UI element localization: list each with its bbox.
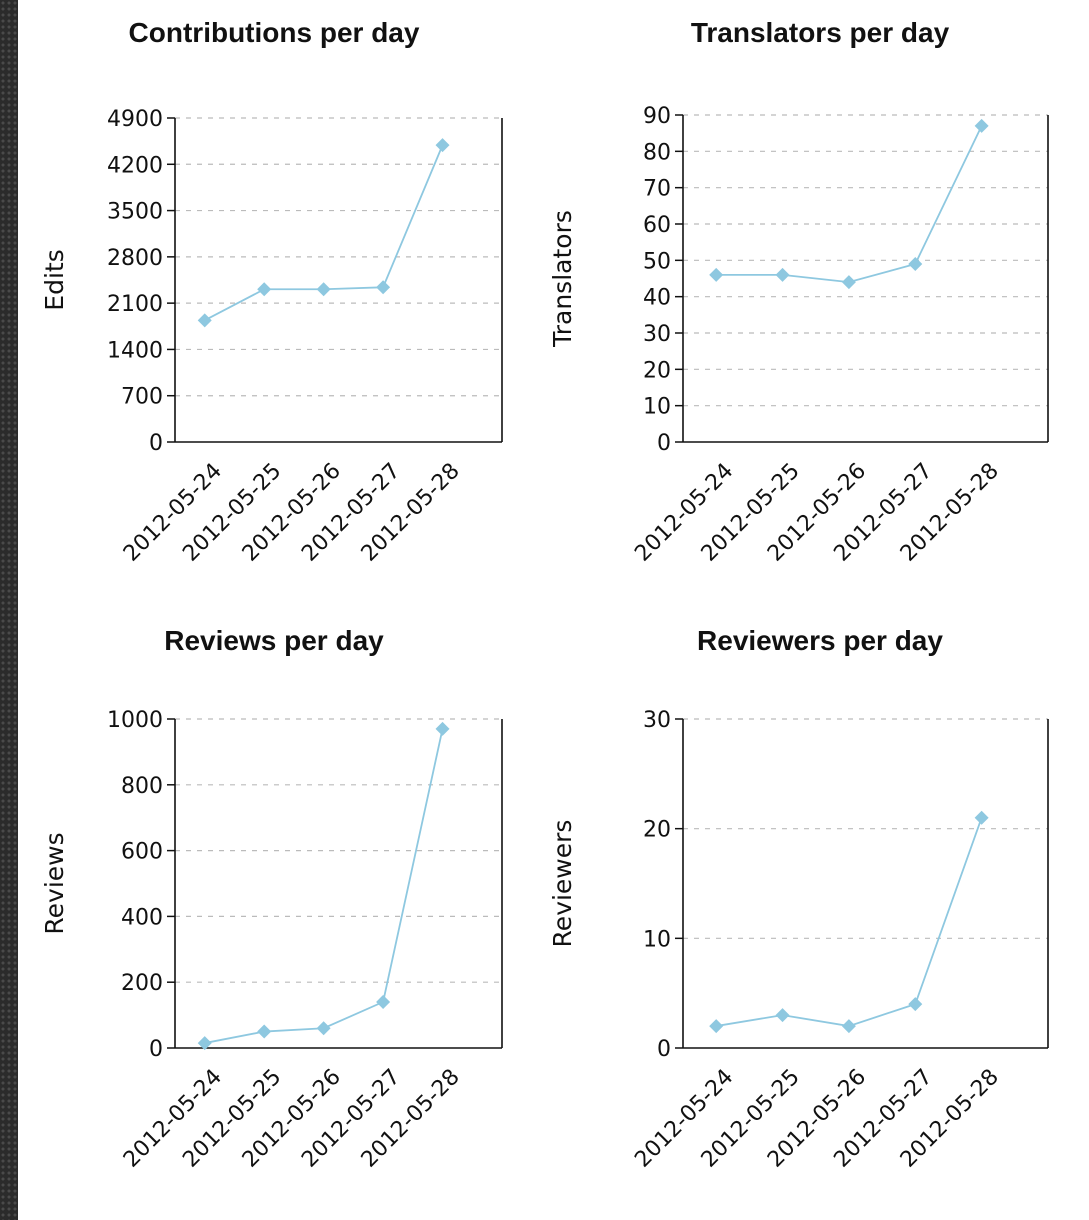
chart-title: Contributions per day <box>129 17 420 48</box>
y-tick-label: 1000 <box>107 708 163 733</box>
data-point <box>376 994 391 1009</box>
series-line <box>204 728 444 1044</box>
y-tick-label: 1400 <box>107 338 163 363</box>
y-tick-label: 0 <box>149 431 163 456</box>
y-tick-label: 30 <box>643 322 671 347</box>
series-line <box>716 817 983 1027</box>
data-point <box>709 267 724 282</box>
y-tick-label: 20 <box>643 358 671 383</box>
y-tick-label: 200 <box>121 971 163 996</box>
y-tick-label: 20 <box>643 818 671 843</box>
y-tick-label: 0 <box>657 1037 671 1062</box>
chart-1: Translators per day 0 10 20 30 40 50 60 70 80 90 Tr… <box>548 17 1049 567</box>
data-point <box>257 282 272 297</box>
charts-panel: Contributions per day 0 700 1400 2100 2800 350… <box>18 0 1089 1220</box>
y-tick-label: 30 <box>643 708 671 733</box>
y-tick-label: 700 <box>121 385 163 410</box>
data-point <box>908 256 923 271</box>
data-point <box>775 1008 790 1023</box>
y-tick-label: 4200 <box>107 153 163 178</box>
y-tick-label: 90 <box>643 104 671 129</box>
y-tick-label: 2100 <box>107 292 163 317</box>
chart-2: Reviews per day02004006008001000Reviews2… <box>40 625 503 1173</box>
data-point <box>435 138 450 153</box>
y-tick-label: 50 <box>643 249 671 274</box>
data-point <box>908 997 923 1012</box>
data-point <box>974 810 989 825</box>
chart-3: Reviewers per day0102030Reviewers2012-05… <box>548 625 1049 1173</box>
data-point <box>316 1021 331 1036</box>
y-tick-label: 800 <box>121 774 163 799</box>
y-tick-label: 10 <box>643 395 671 420</box>
y-axis-label: Reviews <box>40 832 69 934</box>
y-tick-label: 2800 <box>107 246 163 271</box>
y-tick-label: 10 <box>643 927 671 952</box>
y-tick-label: 600 <box>121 840 163 865</box>
y-tick-label: 40 <box>643 286 671 311</box>
y-tick-label: 400 <box>121 905 163 930</box>
data-point <box>974 118 989 133</box>
chart-title: Reviewers per day <box>697 625 943 656</box>
y-axis-label: Edits <box>40 249 69 310</box>
y-tick-label: 80 <box>643 140 671 165</box>
data-point <box>376 280 391 295</box>
data-point <box>775 267 790 282</box>
data-point <box>841 275 856 290</box>
y-tick-label: 3500 <box>107 200 163 225</box>
data-point <box>841 1019 856 1034</box>
y-tick-label: 0 <box>657 431 671 456</box>
data-point <box>435 721 450 736</box>
y-tick-label: 4900 <box>107 107 163 132</box>
data-point <box>257 1024 272 1039</box>
chart-title: Reviews per day <box>164 625 384 656</box>
series-line <box>716 125 983 284</box>
charts-canvas: Contributions per day0700140021002800350… <box>40 17 1049 1173</box>
chart-title: Translators per day <box>691 17 950 48</box>
y-axis-label: Translators <box>548 210 577 348</box>
y-axis-label: Reviewers <box>548 820 577 948</box>
data-point <box>316 282 331 297</box>
chart-0: Contributions per day 0 700 1400 2100 2800 350… <box>40 17 503 567</box>
y-tick-label: 60 <box>643 213 671 238</box>
y-tick-label: 0 <box>149 1037 163 1062</box>
data-point <box>197 1036 212 1051</box>
y-tick-label: 70 <box>643 177 671 202</box>
data-point <box>197 313 212 328</box>
data-point <box>709 1019 724 1034</box>
